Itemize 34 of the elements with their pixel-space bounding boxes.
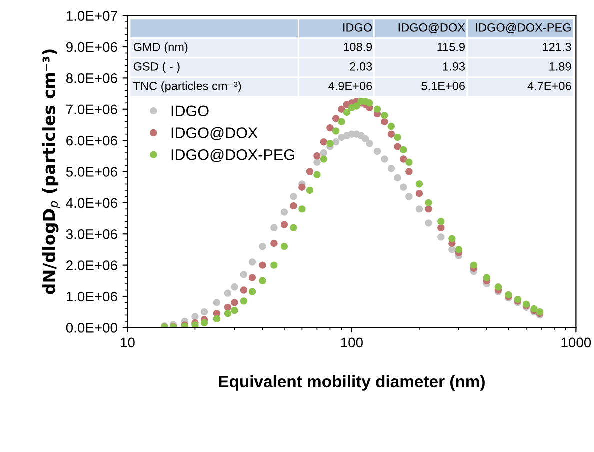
annotation: GMD (nm) (134, 42, 188, 54)
x-axis-title: Equivalent mobility diameter (nm) (219, 375, 485, 391)
annotation: 4.7E+06 (528, 82, 572, 90)
y-tick-label: 6.0E+06 (66, 136, 118, 146)
legend-label: IDGO@DOX (172, 127, 258, 140)
annotation: IDGO@DOX-PEG (476, 23, 571, 34)
annotation: GSD ( - ) (134, 62, 180, 74)
x-tick-label: 1000 (562, 338, 592, 348)
y-tick-label: 1.0E+06 (66, 292, 118, 302)
annotation: 108.9 (344, 42, 372, 52)
annotation: TNC (particles cm⁻³) (134, 82, 242, 93)
x-tick-label: 10 (121, 338, 135, 348)
annotation: IDGO@DOX (398, 23, 466, 34)
y-tick-label: 1.0E+07 (66, 11, 118, 21)
y-tick-label: 5.0E+06 (66, 167, 118, 177)
y-tick-label: 4.0E+06 (66, 198, 118, 208)
y-tick-label: 3.0E+06 (66, 229, 118, 240)
legend-label: IDGO (172, 106, 209, 117)
annotation: 5.1E+06 (422, 82, 465, 90)
annotation: 1.93 (443, 62, 465, 71)
annotation: 4.9E+06 (328, 82, 372, 90)
y-axis-title: dN/dlogD$_{p}$ (particles cm⁻³) (42, 50, 60, 295)
y-tick-label: 2.0E+06 (66, 260, 118, 270)
annotation: 2.03 (350, 62, 372, 71)
annotation: 121.3 (543, 42, 572, 52)
y-tick-label: 7.0E+06 (66, 104, 118, 115)
y-tick-label: 9.0E+06 (66, 42, 118, 52)
annotation: IDGO (344, 23, 372, 32)
y-tick-label: 8.0E+06 (66, 74, 118, 84)
x-tick-label: 100 (341, 338, 363, 348)
legend-label: IDGO@DOX-PEG (172, 149, 294, 162)
y-tick-label: 0.0E+00 (66, 323, 118, 333)
annotation: 1.89 (550, 62, 572, 71)
annotation: 115.9 (438, 42, 465, 52)
